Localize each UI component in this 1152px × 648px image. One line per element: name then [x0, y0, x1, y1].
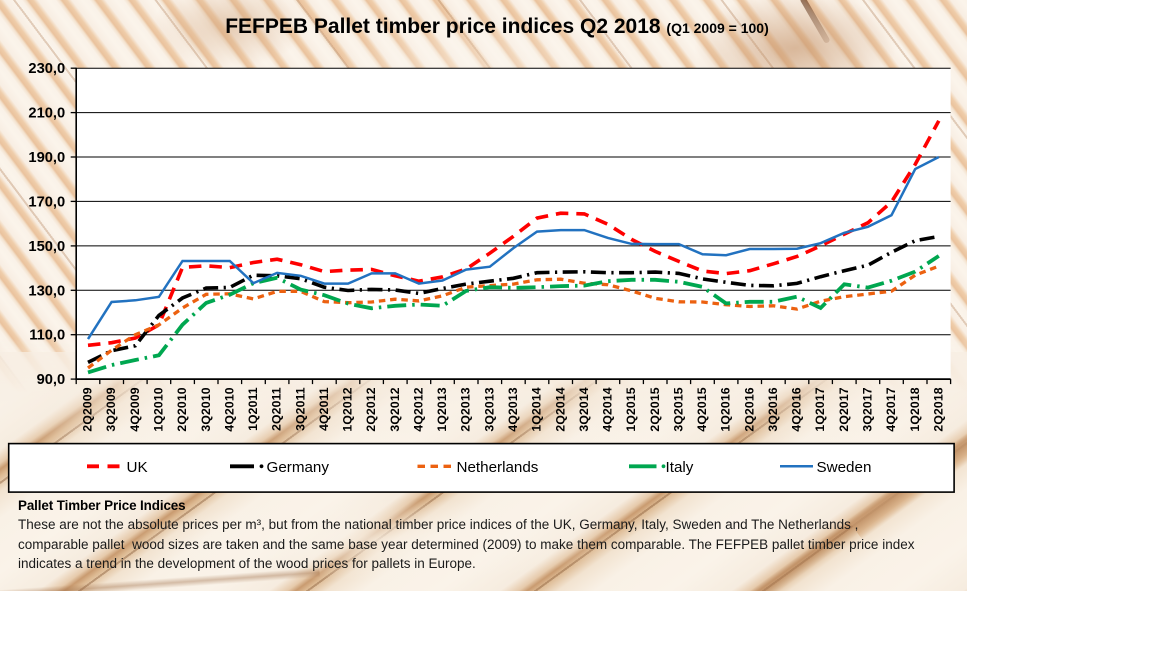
svg-text:1Q2017: 1Q2017: [813, 387, 827, 431]
svg-text:210,0: 210,0: [28, 106, 65, 122]
svg-text:4Q2016: 4Q2016: [790, 387, 804, 431]
svg-text:130,0: 130,0: [28, 283, 65, 299]
svg-text:3Q2012: 3Q2012: [388, 387, 402, 431]
svg-text:1Q2013: 1Q2013: [435, 387, 449, 431]
svg-text:4Q2014: 4Q2014: [601, 387, 615, 431]
svg-text:2Q2011: 2Q2011: [270, 387, 284, 431]
svg-text:1Q2010: 1Q2010: [152, 387, 166, 431]
svg-text:4Q2017: 4Q2017: [884, 387, 898, 431]
svg-text:4Q2015: 4Q2015: [695, 387, 709, 431]
svg-text:3Q2009: 3Q2009: [104, 387, 118, 431]
svg-text:2Q2015: 2Q2015: [648, 387, 662, 431]
svg-text:3Q2010: 3Q2010: [199, 387, 213, 431]
svg-text:2Q2014: 2Q2014: [553, 387, 567, 431]
svg-text:3Q2013: 3Q2013: [482, 387, 496, 431]
svg-text:2Q2016: 2Q2016: [742, 387, 756, 431]
svg-text:3Q2011: 3Q2011: [293, 387, 307, 431]
svg-text:190,0: 190,0: [28, 150, 65, 166]
svg-text:4Q2009: 4Q2009: [128, 387, 142, 431]
svg-text:3Q2017: 3Q2017: [861, 387, 875, 431]
svg-text:2Q2009: 2Q2009: [81, 387, 95, 431]
svg-text:4Q2012: 4Q2012: [412, 387, 426, 431]
svg-text:2Q2012: 2Q2012: [364, 387, 378, 431]
svg-text:1Q2018: 1Q2018: [908, 387, 922, 431]
svg-text:2Q2018: 2Q2018: [931, 387, 945, 431]
svg-text:2Q2010: 2Q2010: [175, 387, 189, 431]
svg-text:230,0: 230,0: [28, 61, 65, 77]
svg-text:1Q2015: 1Q2015: [624, 387, 638, 431]
svg-text:4Q2013: 4Q2013: [506, 387, 520, 431]
svg-text:1Q2012: 1Q2012: [341, 387, 355, 431]
svg-text:2Q2017: 2Q2017: [837, 387, 851, 431]
svg-text:4Q2010: 4Q2010: [222, 387, 236, 431]
svg-text:1Q2014: 1Q2014: [530, 387, 544, 431]
svg-text:2Q2013: 2Q2013: [459, 387, 473, 431]
svg-text:Germany: Germany: [267, 459, 330, 476]
svg-text:90,0: 90,0: [37, 372, 66, 388]
svg-text:3Q2016: 3Q2016: [766, 387, 780, 431]
svg-text:Netherlands: Netherlands: [457, 459, 539, 476]
svg-text:Sweden: Sweden: [817, 459, 872, 476]
svg-text:110,0: 110,0: [29, 328, 65, 344]
svg-text:170,0: 170,0: [28, 194, 65, 210]
svg-text:UK: UK: [127, 459, 148, 476]
svg-text:3Q2014: 3Q2014: [577, 387, 591, 431]
svg-text:Italy: Italy: [666, 459, 694, 476]
svg-text:150,0: 150,0: [28, 239, 65, 255]
svg-text:3Q2015: 3Q2015: [671, 387, 685, 431]
svg-text:4Q2011: 4Q2011: [317, 387, 331, 431]
svg-text:1Q2016: 1Q2016: [719, 387, 733, 431]
svg-text:1Q2011: 1Q2011: [246, 387, 260, 431]
